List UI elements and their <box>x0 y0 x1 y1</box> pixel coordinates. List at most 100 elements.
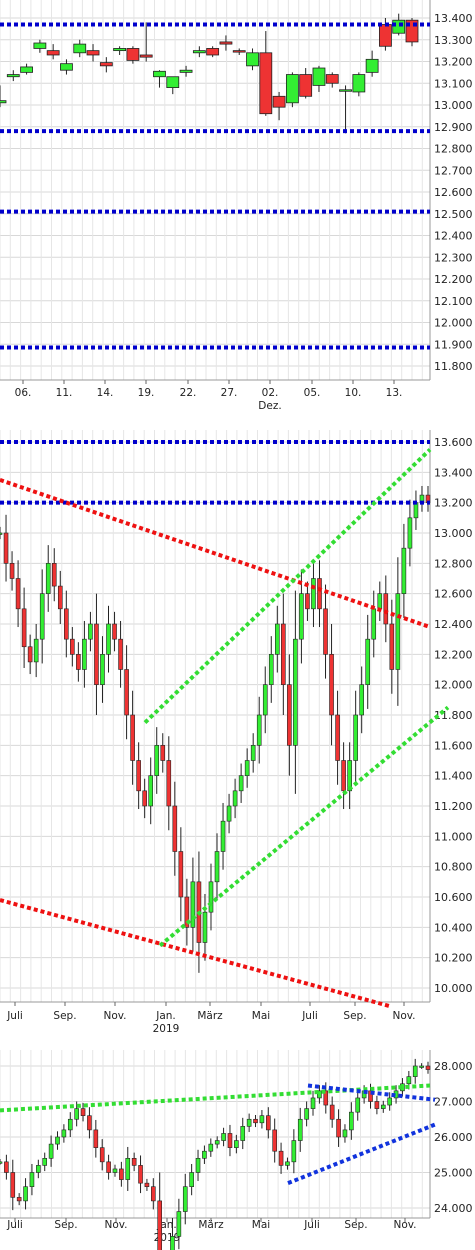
candle-body <box>144 1182 150 1188</box>
candle-body <box>355 1097 361 1113</box>
candle-body <box>285 74 299 104</box>
candle-body <box>413 502 419 519</box>
candle-body <box>88 623 93 640</box>
y-tick-label: 12.400 <box>434 618 473 631</box>
candle-body <box>142 790 147 807</box>
candle-body <box>16 1197 22 1202</box>
candle-body <box>387 1097 392 1106</box>
x-tick-label: Sep. <box>53 1010 76 1022</box>
x-tick-label: 02. <box>262 387 279 399</box>
x-tick-sublabel: 2019 <box>153 1023 180 1035</box>
chart-panel-3: 28.000 27.000 26.000 25.000 24.000 Juli Sep. No… <box>0 1050 473 1250</box>
candle-body <box>389 623 395 670</box>
candle-body <box>60 63 73 71</box>
candle-body <box>392 19 406 34</box>
candle-body <box>74 1108 79 1120</box>
candle-body <box>297 1118 303 1141</box>
candle-body <box>412 1065 418 1077</box>
y-tick-label: 11.800 <box>434 709 473 722</box>
x-tick-label: Nov. <box>392 1010 415 1022</box>
y-tick-label: 13.400 <box>434 466 473 479</box>
candle-body <box>125 1158 131 1180</box>
candle-body <box>3 532 9 564</box>
y-tick-label: 12.600 <box>434 588 473 601</box>
y-tick-label: 12.300 <box>434 251 473 264</box>
x-tick-label: Juli <box>6 1010 23 1022</box>
x-tick-label: Nov. <box>104 1219 127 1231</box>
candle-body <box>310 1097 316 1109</box>
x-tick-sublabel: Dez. <box>258 400 281 412</box>
candle-body <box>170 1236 175 1250</box>
trend-line <box>0 898 391 1009</box>
candle-body <box>380 1104 386 1109</box>
y-tick-label: 10.600 <box>434 891 473 904</box>
y-tick-label: 12.800 <box>434 143 473 156</box>
x-tick-label: 10. <box>345 387 362 399</box>
candle-body <box>293 638 298 746</box>
candle-body <box>112 623 117 640</box>
y-tick-label: 12.200 <box>434 273 473 286</box>
candle-body <box>86 50 100 56</box>
candle-body <box>151 1186 156 1202</box>
candle-body <box>401 547 407 594</box>
y-tick-label: 12.900 <box>434 121 473 134</box>
candle-body <box>347 760 352 792</box>
candle-body <box>138 1165 143 1184</box>
candle-body <box>94 623 99 685</box>
candle-body <box>268 654 274 685</box>
candle-body <box>0 100 7 104</box>
candle-body <box>250 745 256 761</box>
y-tick-label: 13.100 <box>434 77 473 90</box>
candle-body <box>70 638 75 655</box>
candle-body <box>208 881 214 913</box>
y-tick-label: 11.900 <box>434 338 473 351</box>
candle-body <box>377 593 383 610</box>
candle-body <box>166 760 172 807</box>
candle-body <box>192 50 206 54</box>
candle-body <box>238 775 244 792</box>
y-tick-label: 11.200 <box>434 800 473 813</box>
candle-body <box>259 52 273 115</box>
y-tick-label: 13.000 <box>434 99 473 112</box>
candle-body <box>23 1186 28 1202</box>
candle-body <box>214 851 220 883</box>
candle-body <box>189 1172 194 1187</box>
y-tick-label: 13.200 <box>434 56 473 69</box>
candle-body <box>278 1150 284 1166</box>
candle-body <box>55 1136 60 1145</box>
candle-body <box>100 654 105 685</box>
candle-body <box>317 578 322 610</box>
candle-body <box>64 608 69 640</box>
candle-body <box>305 593 310 610</box>
candle-body <box>285 1161 290 1166</box>
candle-body <box>76 654 81 670</box>
candle-body <box>112 1168 118 1173</box>
candle-body <box>57 585 63 610</box>
candle-body <box>221 1133 226 1141</box>
candle-body <box>153 70 166 78</box>
x-tick-label: Nov. <box>393 1219 416 1231</box>
trend-line <box>158 705 450 948</box>
y-tick-label: 11.600 <box>434 739 473 752</box>
candle-body <box>299 593 304 640</box>
candle-body <box>335 714 340 761</box>
candle-body <box>244 760 250 776</box>
candle-body <box>27 646 33 663</box>
candle-body <box>219 41 233 45</box>
y-tick-label: 27.000 <box>434 1096 473 1109</box>
y-tick-label: 13.300 <box>434 34 473 47</box>
candle-body <box>4 1161 9 1173</box>
candle-body <box>106 1161 111 1173</box>
candle-body <box>202 911 208 943</box>
candle-body <box>208 1143 214 1152</box>
candle-body <box>256 714 262 746</box>
candle-body <box>342 1129 348 1138</box>
x-tick-label: 19. <box>138 387 155 399</box>
candle-body <box>246 1118 252 1127</box>
x-tick-label: Sep. <box>344 1219 367 1231</box>
candle-body <box>419 1065 424 1068</box>
candle-body <box>136 760 141 792</box>
x-tick-label: Juli <box>301 1010 318 1022</box>
candle-body <box>67 1118 73 1131</box>
